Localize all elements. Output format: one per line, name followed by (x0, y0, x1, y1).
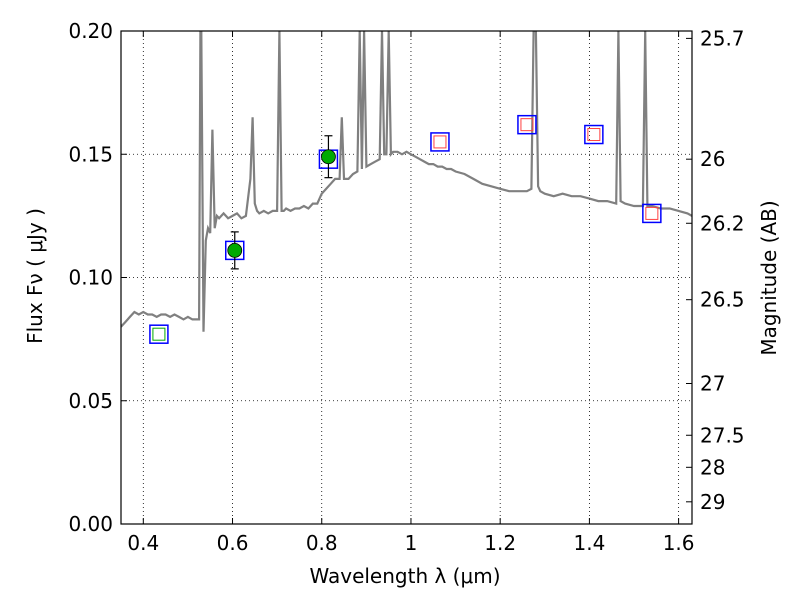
grid-lines (121, 30, 692, 525)
y-tick-label: 0.15 (68, 142, 113, 166)
spectrum-line (121, 31, 692, 332)
right-axis-label: Magnitude (AB) (757, 200, 781, 355)
x-tick-label: 0.8 (306, 531, 338, 555)
plot-frame (120, 30, 693, 525)
right-tick-label: 26.5 (700, 288, 745, 312)
right-tick-label: 26.2 (700, 211, 745, 235)
x-tick-label: 0.6 (217, 531, 249, 555)
model-box-inner (433, 135, 447, 149)
model-box (584, 124, 604, 145)
model-box-inner (587, 128, 601, 142)
y-tick-label: 0.20 (68, 19, 113, 43)
x-tick-label: 1 (405, 531, 418, 555)
y-axis-label: Flux Fν ( μJy ) (23, 208, 47, 344)
y-tick-label: 0.00 (68, 512, 113, 536)
model-box-inner (645, 206, 659, 220)
x-tick-label: 1.6 (663, 531, 695, 555)
measured-points (227, 135, 336, 270)
model-boxes (149, 114, 662, 344)
spectrum-series (121, 31, 692, 332)
right-tick-label: 29 (700, 490, 725, 514)
right-tick-label: 27.5 (700, 423, 745, 447)
right-tick-label: 25.7 (700, 26, 745, 50)
model-box-inner (520, 118, 534, 132)
right-tick-label: 28 (700, 455, 725, 479)
model-box (517, 114, 537, 135)
x-tick-label: 0.4 (127, 531, 159, 555)
y-tick-label: 0.10 (68, 266, 113, 290)
x-axis-label: Wavelength λ (μm) (309, 564, 500, 588)
measured-point (227, 242, 243, 258)
axis-ticks: 0.4 0.6 0.8 1 1.2 1.4 1.6 0.00 0.05 0.10 0.15 0.20 2… (68, 19, 744, 555)
x-tick-label: 1.2 (484, 531, 516, 555)
right-tick-label: 26 (700, 147, 725, 171)
model-box (430, 132, 450, 152)
measured-point (321, 149, 336, 165)
model-box-inner (152, 327, 166, 341)
right-tick-label: 27 (700, 371, 725, 395)
y-tick-label: 0.05 (68, 389, 113, 413)
model-box (149, 324, 169, 344)
x-tick-label: 1.4 (573, 531, 605, 555)
model-box (642, 203, 662, 224)
